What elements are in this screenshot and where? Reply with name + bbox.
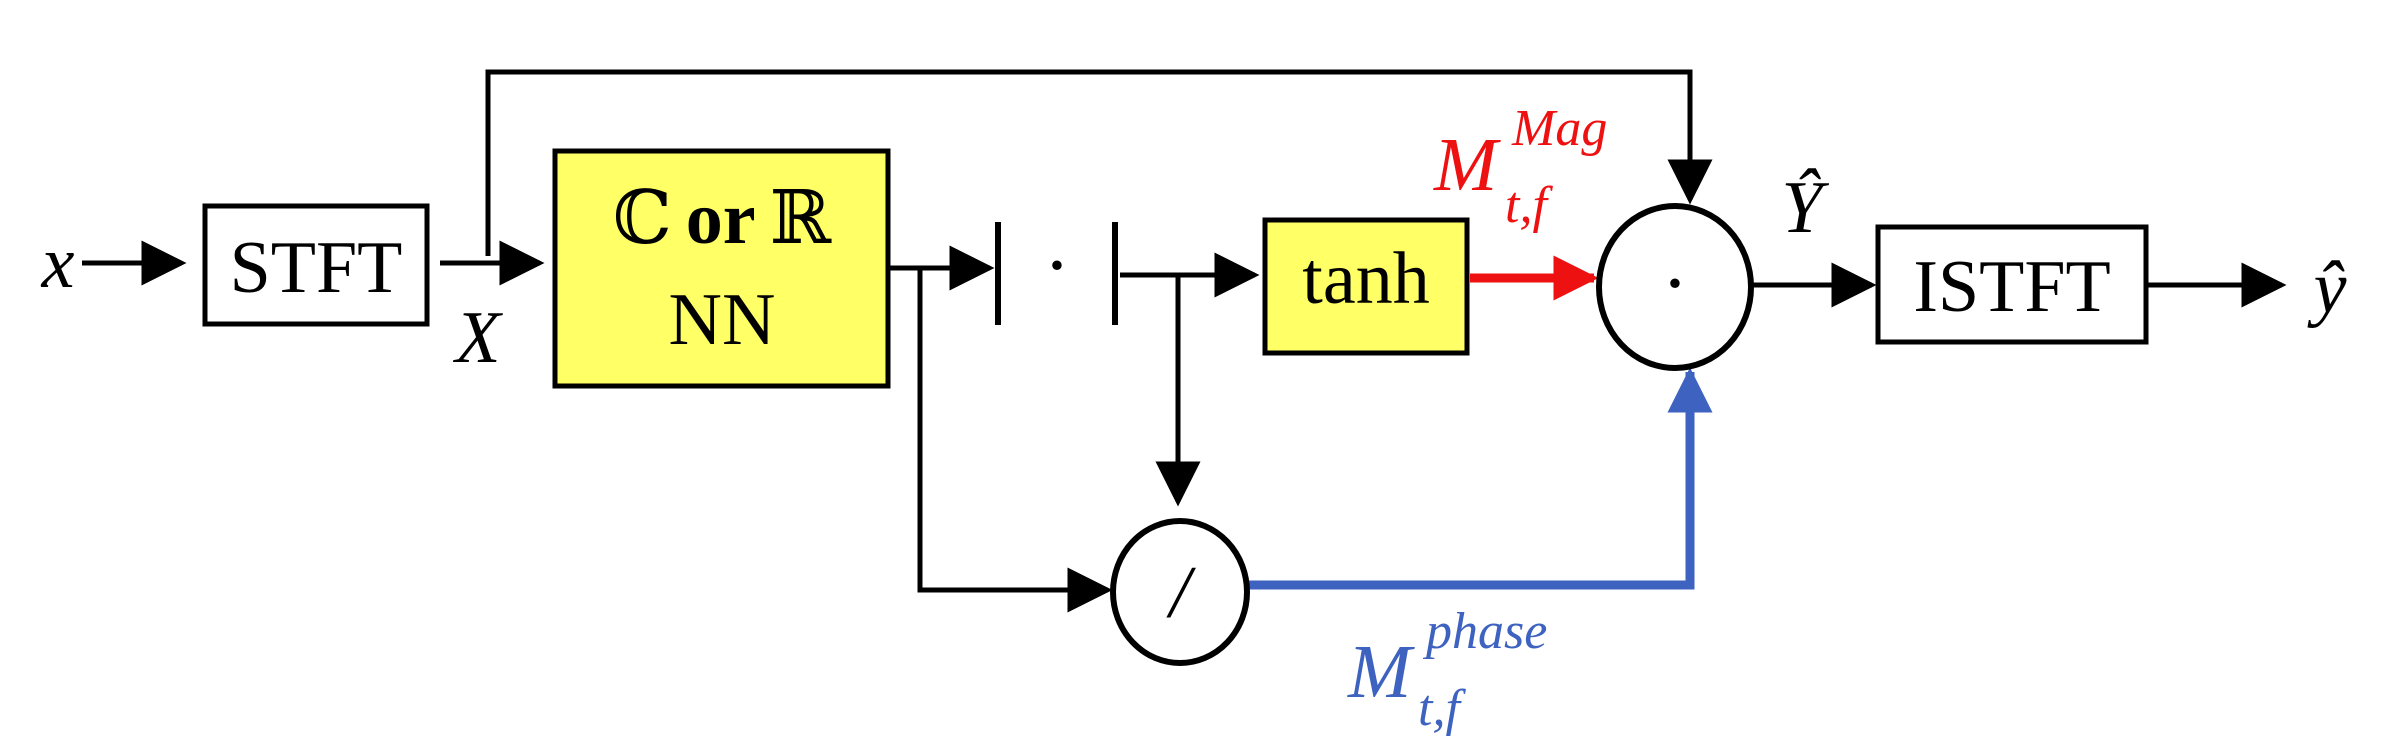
output-signal-label: ŷ: [2307, 247, 2347, 329]
divide-node: /: [1110, 518, 1250, 666]
tanh-block: tanh: [1262, 217, 1470, 356]
complex-symbol: ℂ: [613, 178, 672, 260]
mag-mask-sub: t,f: [1505, 177, 1553, 234]
stft-label: STFT: [230, 227, 403, 309]
nn-label-line2: NN: [669, 279, 776, 361]
connectors: [82, 69, 2287, 613]
arrow-nn-to-divide: [917, 268, 1113, 613]
arrow-skip-to-multiply: [485, 69, 1713, 256]
istft-block: ISTFT: [1875, 224, 2149, 345]
phase-mask-label: M phase t,f: [1347, 603, 1547, 737]
phase-mask-arrow: [1248, 367, 1713, 590]
tanh-label: tanh: [1302, 238, 1429, 320]
input-signal-label: x: [41, 222, 75, 304]
or-word: or: [686, 178, 756, 260]
abs-dot: ·: [1044, 222, 1071, 310]
phase-mask-base: M: [1347, 630, 1415, 714]
mag-mask-sup: Mag: [1511, 100, 1607, 157]
multiply-node: ·: [1596, 203, 1754, 371]
phase-mask-sup: phase: [1422, 603, 1547, 660]
real-symbol: ℝ: [770, 178, 832, 260]
spectrum-label: X: [452, 297, 503, 379]
stft-block: STFT: [202, 203, 430, 327]
phase-mask-sub: t,f: [1418, 680, 1466, 737]
istft-label: ISTFT: [1913, 246, 2110, 328]
mag-mask-base: M: [1433, 123, 1501, 207]
output-spectrum-label: Ŷ: [1781, 167, 1829, 249]
multiply-symbol: ·: [1662, 240, 1689, 328]
magnitude-mask-label: M Mag t,f: [1433, 100, 1607, 234]
abs-operator: ·: [995, 222, 1118, 325]
